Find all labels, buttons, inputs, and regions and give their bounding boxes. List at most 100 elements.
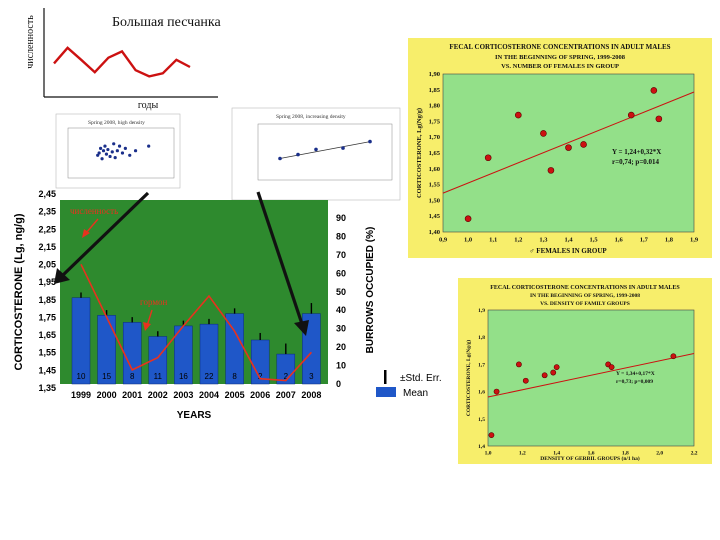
sd-ytick-1: 1,5 bbox=[478, 417, 485, 423]
inset1-point-18 bbox=[147, 144, 151, 148]
main-year-labels: 1999 2000 2001 2002 2003 2004 2005 2006 2007 2008 bbox=[71, 390, 321, 400]
sf-xtick-7: 1,6 bbox=[615, 237, 624, 244]
inset-scatter-increasing-density: Spring 2008, increasing density bbox=[231, 107, 401, 201]
sample-size-2008: 3 bbox=[309, 372, 314, 381]
sf-ytick-8: 1,80 bbox=[429, 103, 440, 110]
scatter-females-xlabel: ♂ FEMALES IN GROUP bbox=[529, 247, 607, 255]
inset2-point-0 bbox=[278, 156, 282, 161]
right-tick-3: 60 bbox=[336, 268, 346, 278]
left-tick-11: 1,35 bbox=[38, 383, 56, 393]
sf-point-8 bbox=[650, 87, 658, 94]
left-tick-7: 1,75 bbox=[38, 312, 56, 322]
arrow-to-main-right-line bbox=[256, 191, 304, 325]
right-tick-0: 90 bbox=[336, 213, 346, 223]
sd-xtick-1: 1,2 bbox=[519, 451, 526, 457]
sd-point-0 bbox=[488, 432, 495, 439]
year-label-2000: 2000 bbox=[97, 390, 117, 400]
inset2-point-3 bbox=[341, 146, 345, 150]
inset2-plot-area bbox=[257, 123, 393, 181]
scatter-females-x-ticks: 0,9 1,0 1,1 1,2 1,3 1,4 1,5 1,6 1,7 1,8 1,9 bbox=[439, 237, 699, 244]
scatter-density-points bbox=[488, 353, 677, 439]
left-tick-3: 2,15 bbox=[38, 242, 56, 252]
sf-xtick-8: 1,7 bbox=[640, 237, 649, 244]
inset-scatter-high-density: Spring 2008, high density bbox=[55, 113, 181, 189]
sd-xtick-2: 1,4 bbox=[553, 451, 560, 457]
sf-ytick-3: 1,55 bbox=[429, 182, 441, 189]
main-annotation-population-arrowhead bbox=[82, 229, 90, 238]
main-left-axis-ticks: 2,45 2,35 2,25 2,15 2,05 1,95 1,85 1,75 1,65 1,55… bbox=[38, 189, 56, 393]
sf-point-2 bbox=[514, 111, 522, 119]
sample-size-2003: 16 bbox=[179, 372, 188, 381]
sample-size-2005: 8 bbox=[232, 372, 237, 381]
legend-stderr-label: ±Std. Err. bbox=[400, 373, 442, 384]
year-label-2005: 2005 bbox=[225, 390, 245, 400]
legend-mean-label: Mean bbox=[403, 388, 428, 399]
inset1-point-11 bbox=[113, 156, 117, 160]
year-label-2008: 2008 bbox=[301, 390, 321, 400]
main-right-axis-label: BURROWS OCCUPIED (%) bbox=[365, 227, 376, 354]
scatter-density-subtitle2: VS. DENSITY OF FAMILY GROUPS bbox=[540, 301, 630, 307]
left-tick-5: 1,95 bbox=[38, 277, 56, 287]
sf-point-4 bbox=[547, 167, 555, 174]
scatter-females-ylabel: CORTICOSTERONE, Lg(Ng/g) bbox=[416, 108, 423, 198]
scatter-density-ylabel: CORTICOSTERONE, Lg(Ng/g) bbox=[465, 340, 472, 416]
population-trend-chart: Большая песчанка численность годы bbox=[25, 8, 221, 111]
scatter-density-stats: r=0,73; p=0,009 bbox=[616, 379, 653, 385]
year-label-2006: 2006 bbox=[250, 390, 270, 400]
sd-ytick-4: 1,8 bbox=[478, 335, 485, 341]
legend-mean-swatch bbox=[376, 387, 396, 397]
sample-size-2004: 22 bbox=[205, 372, 214, 381]
main-annotation-hormone-arrowhead bbox=[143, 322, 151, 331]
left-tick-8: 1,65 bbox=[38, 330, 56, 340]
sd-point-6 bbox=[553, 364, 560, 371]
sf-point-5 bbox=[565, 144, 572, 151]
sf-xtick-9: 1,8 bbox=[665, 237, 674, 244]
inset1-point-0 bbox=[96, 153, 100, 157]
left-tick-2: 2,25 bbox=[38, 224, 56, 234]
inset2-title: Spring 2008, increasing density bbox=[276, 114, 346, 120]
sf-ytick-7: 1,75 bbox=[429, 118, 441, 125]
left-tick-4: 2,05 bbox=[38, 260, 56, 270]
right-tick-7: 20 bbox=[336, 342, 346, 352]
arrow-to-main-left-head bbox=[54, 268, 70, 284]
main-right-axis-ticks: 90 80 70 60 50 40 30 20 10 0 bbox=[336, 213, 346, 389]
inset1-point-15 bbox=[123, 146, 127, 150]
inset1-point-9 bbox=[110, 150, 114, 154]
slide-title: Большая песчанка bbox=[112, 15, 221, 30]
right-tick-8: 10 bbox=[336, 361, 346, 371]
inset1-point-4 bbox=[101, 149, 106, 153]
scatter-density-equation: Y = 1,34+0,17*X bbox=[616, 371, 655, 377]
sf-point-7 bbox=[627, 111, 635, 119]
arrow-to-main-right-head bbox=[294, 320, 309, 336]
sf-xtick-1: 1,0 bbox=[464, 237, 472, 244]
sf-ytick-1: 1,45 bbox=[429, 213, 441, 220]
inset1-point-13 bbox=[117, 144, 122, 148]
left-tick-1: 2,35 bbox=[38, 207, 56, 217]
scatter-density-plot-area bbox=[487, 309, 695, 447]
sample-size-2002: 11 bbox=[154, 372, 163, 381]
sf-xtick-10: 1,9 bbox=[690, 237, 699, 244]
scatter-density-title: FECAL CORTICOSTERONE CONCENTRATIONS IN A… bbox=[490, 285, 680, 291]
sf-xtick-6: 1,5 bbox=[590, 237, 599, 244]
sd-ytick-0: 1,4 bbox=[478, 444, 485, 450]
right-tick-6: 30 bbox=[336, 324, 346, 334]
left-tick-9: 1,55 bbox=[38, 348, 56, 358]
sd-point-9 bbox=[670, 353, 677, 360]
inset2-points bbox=[278, 139, 372, 161]
right-tick-2: 70 bbox=[336, 250, 346, 260]
inset1-point-6 bbox=[104, 152, 109, 156]
scatter-density-x-ticks: 1,0 1,2 1,4 1,6 1,8 2,0 2,2 bbox=[485, 451, 698, 457]
year-label-1999: 1999 bbox=[71, 390, 91, 400]
sd-point-2 bbox=[516, 361, 522, 368]
scatter-females-stats: r=0,74; p=0.014 bbox=[612, 158, 660, 166]
scatter-density-fit-line bbox=[487, 353, 695, 398]
sf-ytick-10: 1,90 bbox=[429, 71, 440, 78]
inset1-point-17 bbox=[133, 149, 138, 153]
scatter-females-equation: Y = 1,24+0,32*X bbox=[612, 148, 661, 156]
sample-size-2007: 2 bbox=[284, 372, 289, 381]
sf-xtick-4: 1,3 bbox=[539, 237, 548, 244]
sf-ytick-2: 1,50 bbox=[429, 197, 440, 204]
inset1-title: Spring 2008, high density bbox=[88, 120, 145, 126]
sf-point-1 bbox=[484, 154, 492, 162]
inset1-points bbox=[96, 142, 151, 161]
